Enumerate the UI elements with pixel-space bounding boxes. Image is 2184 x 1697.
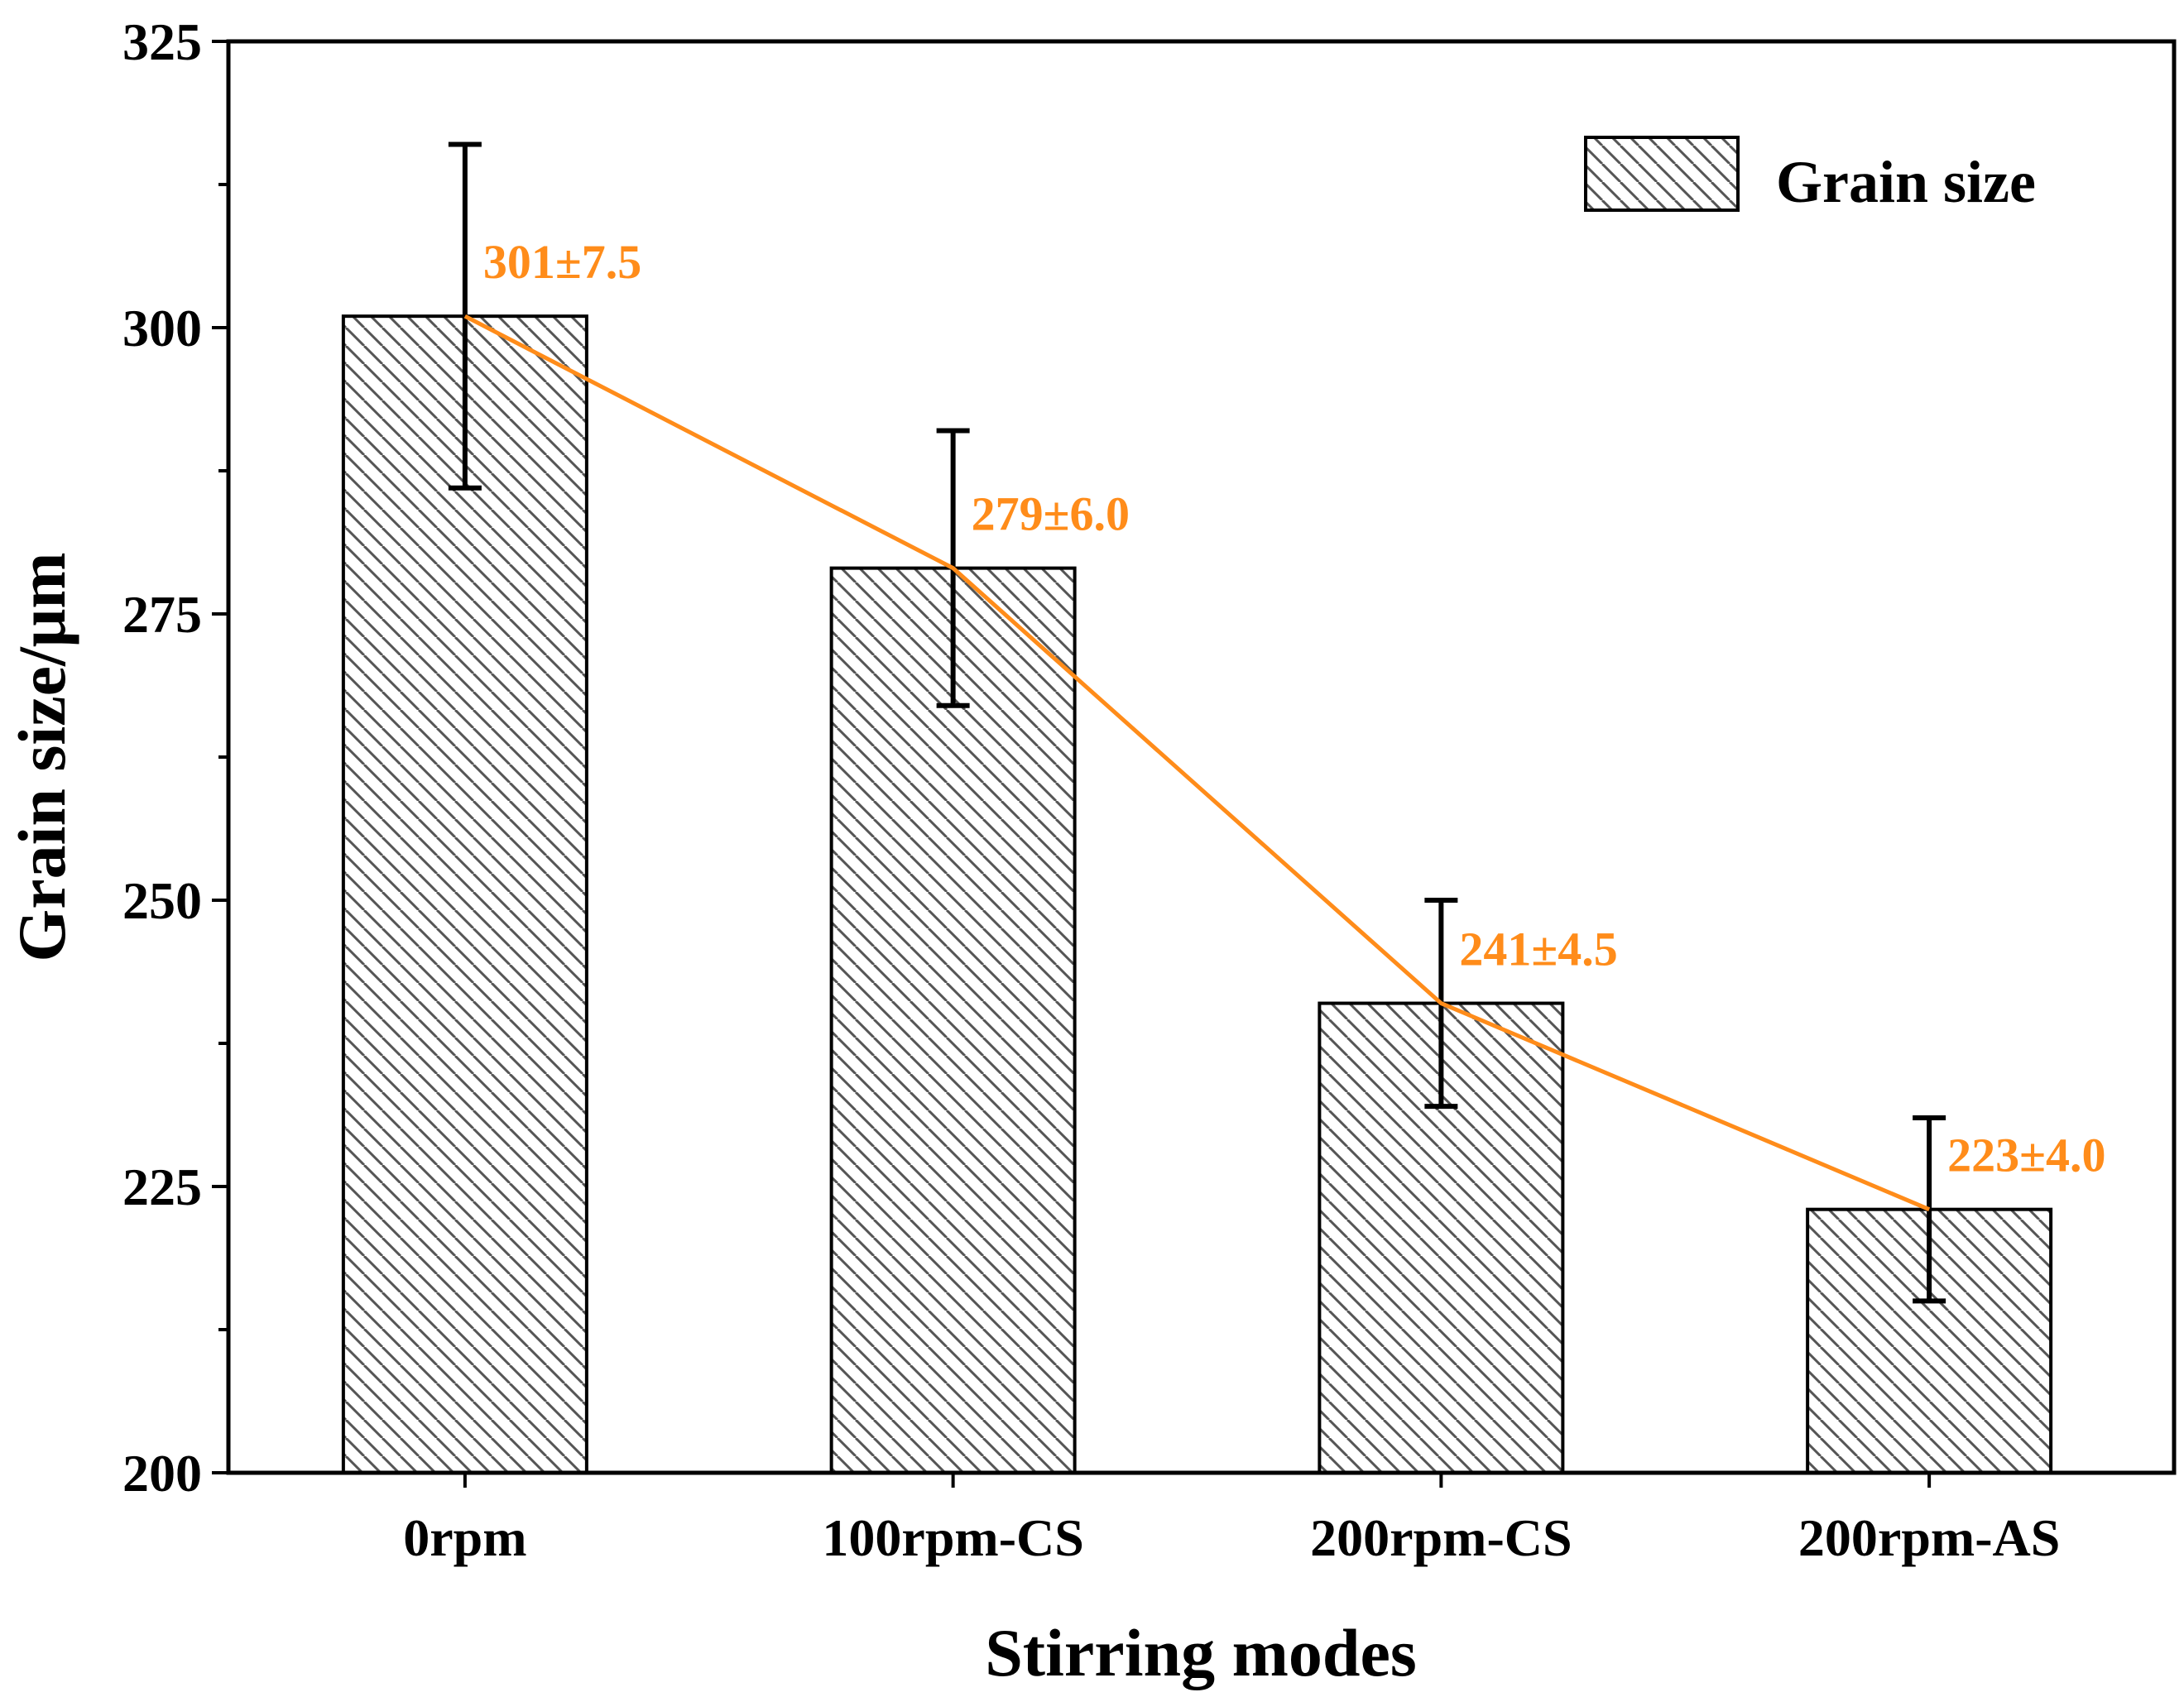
y-axis: 200 225 250 275 300 325 bbox=[122, 12, 228, 1503]
y-axis-title: Grain size/μm bbox=[4, 552, 79, 961]
y-tick-label: 275 bbox=[122, 585, 202, 644]
legend-swatch bbox=[1584, 136, 1740, 212]
x-axis-title: Stirring modes bbox=[985, 1615, 1417, 1690]
y-tick-label: 300 bbox=[122, 299, 202, 357]
x-tick-label: 100rpm-CS bbox=[822, 1508, 1083, 1567]
x-axis: 0rpm 100rpm-CS 200rpm-CS 200rpm-AS bbox=[403, 1473, 2060, 1567]
data-label: 223±4.0 bbox=[1947, 1129, 2105, 1182]
y-tick-label: 250 bbox=[122, 871, 202, 930]
data-labels-layer: 301±7.5 279±6.0 241±4.5 223±4.0 bbox=[483, 235, 2106, 1182]
data-label: 301±7.5 bbox=[483, 235, 641, 289]
y-tick-label: 225 bbox=[122, 1158, 202, 1216]
trend-line-layer bbox=[463, 314, 1931, 1211]
bars-layer bbox=[341, 314, 2053, 1475]
x-tick-label: 200rpm-AS bbox=[1798, 1508, 2060, 1567]
y-tick-label: 325 bbox=[122, 12, 202, 71]
data-label: 279±6.0 bbox=[972, 487, 1130, 541]
bar-0rpm bbox=[341, 314, 588, 1474]
y-tick-label: 200 bbox=[122, 1444, 202, 1503]
x-tick-label: 200rpm-CS bbox=[1310, 1508, 1572, 1567]
x-tick-label: 0rpm bbox=[403, 1508, 526, 1567]
trend-line bbox=[463, 314, 1931, 1211]
data-label: 241±4.5 bbox=[1459, 923, 1617, 976]
legend: Grain size bbox=[1584, 136, 2036, 215]
legend-label: Grain size bbox=[1776, 149, 2036, 215]
error-bars-layer bbox=[448, 141, 1946, 1304]
bar-100rpm-CS bbox=[829, 566, 1077, 1474]
